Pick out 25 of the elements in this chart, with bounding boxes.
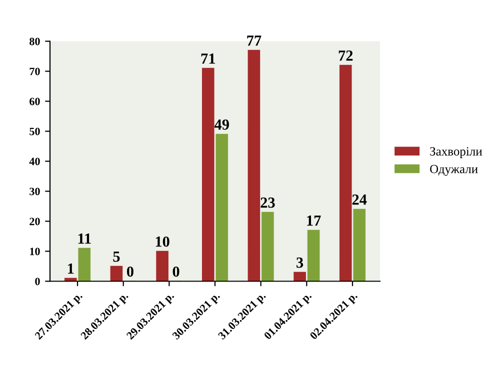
data-label: 72 bbox=[338, 50, 353, 61]
legend-label: Одужали bbox=[430, 164, 478, 176]
y-tick-label: 60 bbox=[30, 98, 40, 106]
data-label: 11 bbox=[78, 234, 91, 244]
y-tick-label: 30 bbox=[30, 188, 40, 196]
y-tick-label: 70 bbox=[30, 68, 40, 76]
y-tick-label: 50 bbox=[30, 128, 40, 136]
data-label: 10 bbox=[156, 236, 170, 247]
y-tick-label: 20 bbox=[30, 218, 40, 226]
data-label: 23 bbox=[260, 197, 275, 208]
data-label: 24 bbox=[352, 194, 367, 205]
legend-label: Захворіли bbox=[430, 147, 482, 158]
data-label: 5 bbox=[113, 252, 120, 262]
data-label: 3 bbox=[296, 257, 304, 268]
y-tick-label: 80 bbox=[30, 38, 40, 46]
data-label: 17 bbox=[307, 216, 321, 226]
data-label: 0 bbox=[126, 266, 134, 277]
data-label: 0 bbox=[172, 266, 180, 277]
y-tick-label: 0 bbox=[35, 278, 40, 286]
data-label: 1 bbox=[68, 264, 74, 274]
data-label: 77 bbox=[247, 36, 262, 46]
data-label: 71 bbox=[201, 54, 215, 64]
y-tick-label: 10 bbox=[30, 248, 40, 256]
data-label: 49 bbox=[214, 119, 229, 130]
y-tick-label: 40 bbox=[29, 158, 40, 166]
